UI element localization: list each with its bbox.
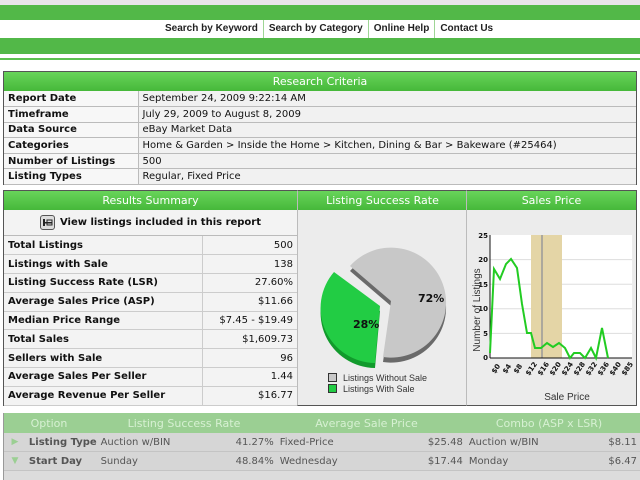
- table-row: Listings with Sale 138: [4, 254, 297, 275]
- expand-arrow-icon[interactable]: ▶: [11, 437, 19, 447]
- sales-price-panel: Sales Price 25 20 15 10 5 0 $0 $4 $8 $12: [466, 190, 637, 406]
- table-row: Report Date September 24, 2009 9:22:14 AM: [4, 91, 636, 108]
- pie-svg: 72% 28%: [320, 247, 447, 368]
- nav-online-help[interactable]: Online Help: [369, 20, 436, 38]
- legend-item-with: Listings With Sale: [328, 383, 427, 394]
- top-nav: Search by Keyword Search by Category Onl…: [0, 20, 640, 38]
- table-row: Listing Types Regular, Fixed Price: [4, 168, 636, 186]
- table-row: Average Sales Per Seller 1.44: [4, 367, 297, 387]
- view-listings-label: View listings included in this report: [59, 217, 262, 228]
- list-icon: [39, 215, 55, 230]
- svg-text:28%: 28%: [353, 318, 379, 331]
- svg-text:20: 20: [478, 256, 488, 264]
- svg-text:$36: $36: [596, 360, 611, 377]
- svg-text:$40: $40: [608, 360, 623, 377]
- view-listings-link[interactable]: View listings included in this report: [4, 210, 297, 236]
- divider: [0, 58, 640, 60]
- table-row: Timeframe July 29, 2009 to August 8, 2009: [4, 106, 636, 123]
- svg-text:$28: $28: [572, 360, 587, 377]
- svg-text:$85: $85: [620, 360, 635, 377]
- svg-text:$20: $20: [548, 360, 563, 377]
- header-band: [0, 5, 640, 20]
- nav-contact-us[interactable]: Contact Us: [440, 23, 494, 34]
- options-row[interactable]: ▼ Start Day Sunday 48.84% Wednesday $17.…: [4, 452, 640, 471]
- listing-success-rate-panel: Listing Success Rate 72% 28% Listings Wi…: [297, 190, 467, 406]
- nav-search-category[interactable]: Search by Category: [264, 20, 369, 38]
- options-table: Option Listing Success Rate Average Sale…: [3, 413, 640, 480]
- svg-text:Number of Listings: Number of Listings: [472, 268, 483, 351]
- svg-text:$12: $12: [524, 360, 539, 377]
- svg-text:25: 25: [478, 232, 488, 240]
- nav-band: [0, 38, 640, 54]
- panel-title: Listing Success Rate: [298, 191, 467, 210]
- svg-text:0: 0: [483, 354, 488, 362]
- table-row: Listing Success Rate (LSR) 27.60%: [4, 273, 297, 293]
- svg-text:$0: $0: [490, 362, 502, 375]
- table-row: Average Sales Price (ASP) $11.66: [4, 292, 297, 312]
- svg-text:Sale Price: Sale Price: [544, 392, 590, 403]
- table-row: Sellers with Sale 96: [4, 348, 297, 369]
- svg-text:5: 5: [483, 330, 488, 338]
- results-summary-panel: Results Summary View listings included i…: [3, 190, 297, 406]
- options-row[interactable]: ▶ Listing Type Auction w/BIN 41.27% Fixe…: [4, 433, 640, 452]
- table-row: Data Source eBay Market Data: [4, 122, 636, 139]
- pie-chart: 72% 28% Listings Without Sale Listings W…: [298, 210, 467, 405]
- nav-search-keyword[interactable]: Search by Keyword: [160, 20, 264, 38]
- pie-legend: Listings Without Sale Listings With Sale: [328, 372, 427, 394]
- table-row: Total Sales $1,609.73: [4, 329, 297, 350]
- table-row: Median Price Range $7.45 - $19.49: [4, 311, 297, 331]
- panel-title: Sales Price: [467, 191, 636, 210]
- collapse-arrow-icon[interactable]: ▼: [11, 456, 19, 466]
- options-header: Option Listing Success Rate Average Sale…: [4, 413, 640, 433]
- panel-title: Research Criteria: [4, 72, 636, 91]
- svg-text:72%: 72%: [418, 292, 444, 305]
- table-row: Average Revenue Per Seller $16.77: [4, 386, 297, 406]
- panel-title: Results Summary: [4, 191, 297, 210]
- svg-text:15: 15: [478, 281, 488, 289]
- svg-text:$16: $16: [536, 360, 551, 377]
- svg-text:$8: $8: [512, 362, 524, 375]
- legend-item-without: Listings Without Sale: [328, 372, 427, 383]
- svg-text:$4: $4: [501, 362, 513, 375]
- table-row: Total Listings 500: [4, 236, 297, 256]
- top-strip: [0, 0, 640, 5]
- research-criteria-panel: Research Criteria Report Date September 2…: [3, 71, 637, 186]
- line-chart: 25 20 15 10 5 0 $0 $4 $8 $12 $16 $20 $24 $28 …: [467, 210, 636, 405]
- table-row: Categories Home & Garden > Inside the Hom…: [4, 137, 636, 154]
- svg-text:$32: $32: [584, 360, 599, 377]
- svg-text:10: 10: [478, 305, 488, 313]
- svg-text:$24: $24: [560, 360, 575, 377]
- table-row: Number of Listings 500: [4, 153, 636, 170]
